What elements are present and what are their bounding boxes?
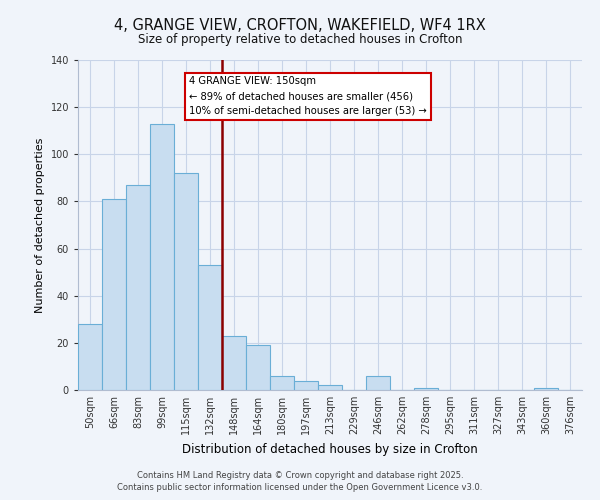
X-axis label: Distribution of detached houses by size in Crofton: Distribution of detached houses by size … [182, 442, 478, 456]
Y-axis label: Number of detached properties: Number of detached properties [35, 138, 45, 312]
Bar [318, 386, 342, 390]
Bar [270, 376, 294, 390]
Bar [366, 376, 390, 390]
Text: Contains HM Land Registry data © Crown copyright and database right 2025.
Contai: Contains HM Land Registry data © Crown c… [118, 471, 482, 492]
Bar [414, 388, 438, 390]
Bar [174, 173, 198, 390]
Bar [534, 388, 558, 390]
Bar [126, 185, 150, 390]
Text: Size of property relative to detached houses in Crofton: Size of property relative to detached ho… [138, 32, 462, 46]
Text: 4, GRANGE VIEW, CROFTON, WAKEFIELD, WF4 1RX: 4, GRANGE VIEW, CROFTON, WAKEFIELD, WF4 … [114, 18, 486, 32]
Bar [78, 324, 102, 390]
Bar [294, 380, 318, 390]
Bar [222, 336, 246, 390]
Text: 4 GRANGE VIEW: 150sqm
← 89% of detached houses are smaller (456)
10% of semi-det: 4 GRANGE VIEW: 150sqm ← 89% of detached … [189, 76, 427, 116]
Bar [246, 345, 270, 390]
Bar [198, 265, 222, 390]
Bar [102, 199, 126, 390]
Bar [150, 124, 174, 390]
